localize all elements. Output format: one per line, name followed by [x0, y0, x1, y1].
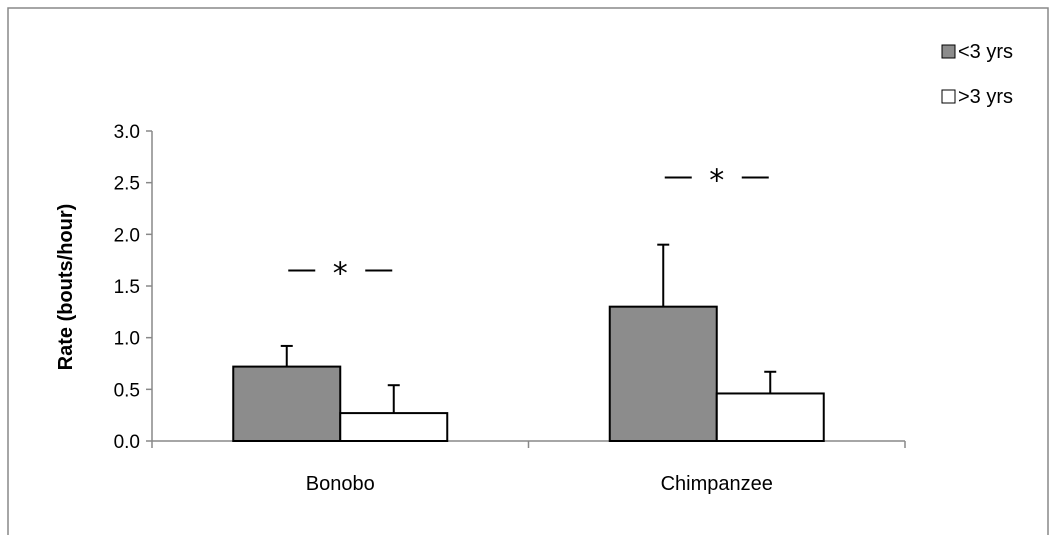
bar-bonobo-series-1 — [339, 412, 449, 443]
y-tick-label: 1.5 — [114, 277, 140, 298]
y-tick-label: 0.5 — [114, 380, 140, 401]
y-ticks: 0.0 0.5 1.0 1.5 2.0 2.5 3.0 — [114, 122, 152, 453]
significance-annotations: ** — [288, 164, 769, 292]
x-labels: Bonobo Chimpanzee — [306, 473, 773, 495]
y-axis-title: Rate (bouts/hour) — [55, 204, 77, 371]
y-tick-label: 2.0 — [114, 225, 140, 246]
significance-star: * — [709, 164, 724, 199]
legend-swatch-under-3 — [941, 44, 956, 59]
y-tick-label: 1.0 — [114, 329, 140, 350]
y-tick-label: 0.0 — [114, 432, 140, 453]
x-tick-label-bonobo: Bonobo — [306, 473, 375, 495]
bar-bonobo-series-0 — [232, 365, 342, 443]
legend: <3 yrs >3 yrs — [941, 41, 1013, 108]
bars — [232, 305, 825, 443]
y-tick-label: 3.0 — [114, 122, 140, 143]
legend-label-under-3: <3 yrs — [958, 41, 1013, 63]
legend-label-over-3: >3 yrs — [958, 86, 1013, 108]
x-tick-label-chimpanzee: Chimpanzee — [661, 473, 773, 495]
significance-star: * — [333, 257, 348, 292]
bar-chimpanzee-series-1 — [715, 392, 825, 443]
bar-chimpanzee-series-0 — [608, 305, 718, 442]
error-bars — [280, 243, 777, 414]
y-tick-label: 2.5 — [114, 174, 140, 195]
chart-border — [7, 7, 1049, 535]
legend-swatch-over-3 — [941, 89, 956, 104]
